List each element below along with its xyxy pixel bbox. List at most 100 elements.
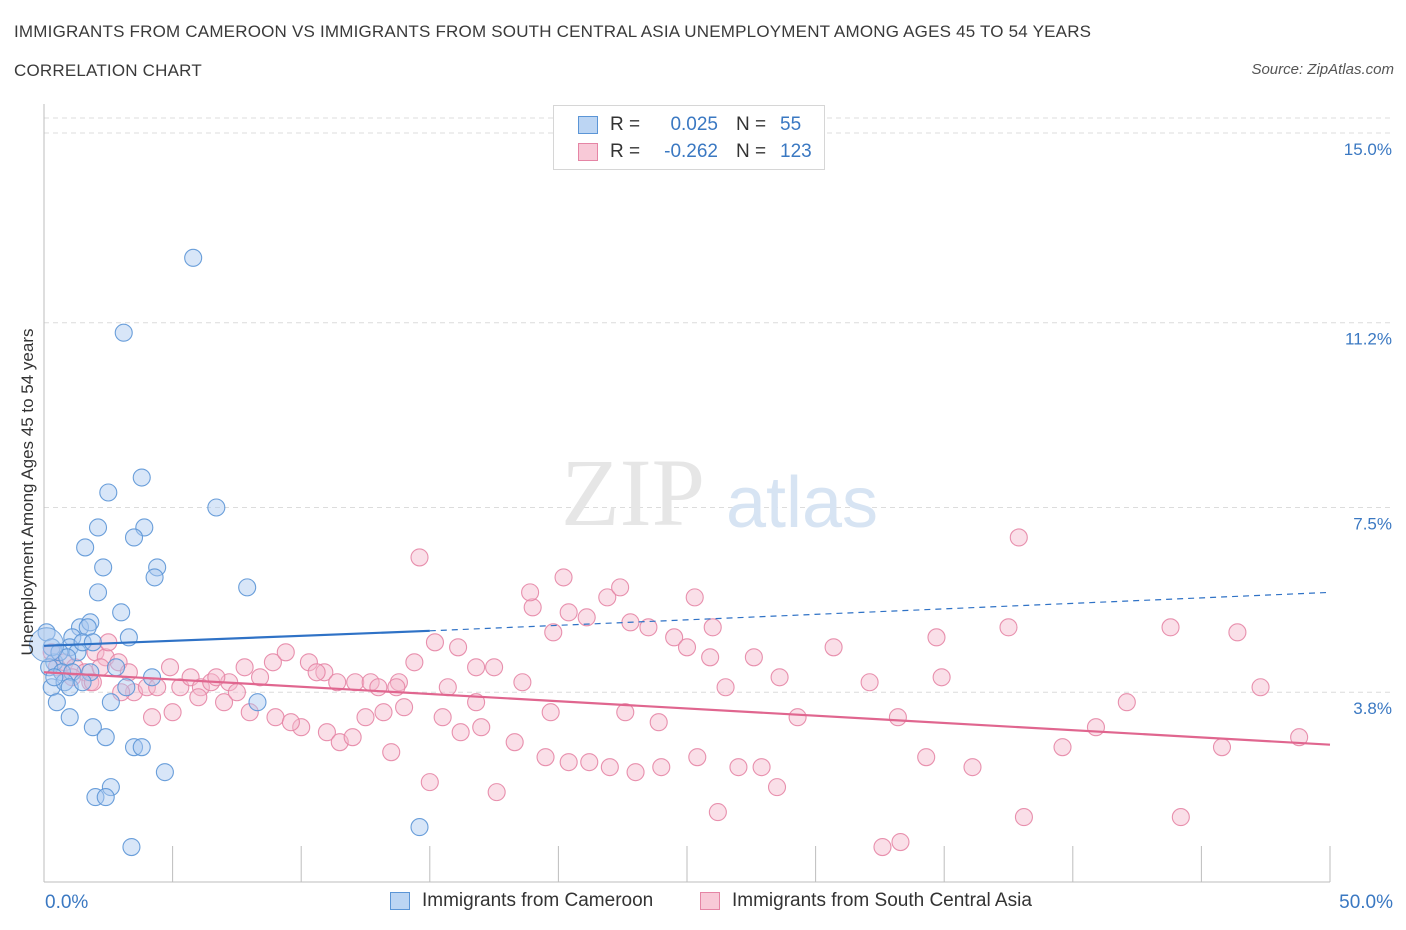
data-point-cameroon [96, 788, 115, 807]
trend-line-south-central-asia [43, 671, 1331, 746]
data-point-south-central-asia [1171, 808, 1190, 827]
data-point-south-central-asia [160, 658, 180, 677]
bottom-legend-label-cameroon: Immigrants from Cameroon [422, 890, 654, 911]
trend-line-cameroon [43, 629, 430, 647]
data-point-south-central-asia [163, 703, 182, 722]
data-point-cameroon [60, 708, 79, 727]
source-label: Source: ZipAtlas.com [1251, 61, 1394, 78]
data-point-cameroon [101, 693, 120, 712]
data-point-south-central-asia [639, 618, 658, 637]
data-point-south-central-asia [425, 633, 444, 652]
data-point-south-central-asia [485, 658, 504, 677]
data-point-south-central-asia [999, 618, 1018, 637]
data-point-south-central-asia [317, 723, 336, 742]
data-point-cameroon [145, 568, 164, 587]
data-point-cameroon [88, 518, 108, 537]
data-point-south-central-asia [410, 548, 429, 567]
trend-lines [43, 591, 1331, 746]
watermark: ZIP atlas [561, 439, 878, 546]
data-point-south-central-asia [677, 638, 697, 657]
bottom-legend-south-central-asia: Immigrants from South Central Asia [700, 890, 1032, 912]
data-point-south-central-asia [1009, 528, 1028, 547]
tick-labels: 3.8% 7.5% 11.2% 15.0% 0.0% 50.0% [45, 140, 1393, 913]
y-tick-label: 15.0% [1344, 140, 1392, 159]
data-point-south-central-asia [487, 783, 506, 802]
data-point-south-central-asia [438, 678, 457, 697]
data-point-south-central-asia [276, 643, 295, 662]
data-point-cameroon [86, 788, 105, 807]
data-point-south-central-asia [1228, 623, 1247, 642]
data-point-south-central-asia [541, 703, 560, 722]
data-point-south-central-asia [963, 758, 982, 777]
chart-title: IMMIGRANTS FROM CAMEROON VS IMMIGRANTS F… [14, 22, 1092, 41]
data-point-cameroon [124, 738, 144, 757]
series-cameroon [29, 248, 429, 857]
data-point-south-central-asia [611, 578, 630, 597]
data-point-cameroon [248, 693, 267, 712]
legend-swatch-pink [578, 143, 598, 161]
data-point-south-central-asia [744, 648, 763, 667]
data-point-south-central-asia [544, 623, 563, 642]
data-point-cameroon [117, 678, 136, 697]
legend-r-label: R = [610, 141, 641, 162]
chart-subtitle: CORRELATION CHART [14, 61, 202, 80]
data-point-south-central-asia [600, 758, 619, 777]
data-point-south-central-asia [505, 733, 524, 752]
data-point-cameroon [112, 603, 131, 622]
data-point-cameroon [45, 668, 64, 687]
trend-line-cameroon-extension [429, 591, 1331, 632]
data-point-south-central-asia [703, 618, 722, 637]
data-point-cameroon [83, 633, 102, 652]
data-point-south-central-asia [227, 683, 246, 702]
data-point-south-central-asia [343, 728, 362, 747]
data-point-cameroon [101, 778, 120, 797]
y-axis-label: Unemployment Among Ages 45 to 54 years [18, 328, 37, 656]
data-point-south-central-asia [292, 718, 311, 737]
bottom-legend-swatch-blue [390, 892, 410, 910]
data-point-south-central-asia [580, 753, 599, 772]
data-point-south-central-asia [467, 658, 486, 677]
data-point-south-central-asia [1053, 738, 1072, 757]
data-point-cameroon [81, 663, 100, 682]
data-point-south-central-asia [559, 753, 578, 772]
data-point-south-central-asia [240, 703, 259, 722]
data-point-cameroon [73, 673, 92, 692]
data-point-south-central-asia [891, 833, 910, 852]
data-point-south-central-asia [685, 588, 704, 607]
bottom-legend-swatch-pink [700, 892, 720, 910]
legend-n-label: N = [736, 141, 767, 162]
watermark-atlas: atlas [726, 463, 878, 543]
legend-r-value: 0.025 [670, 114, 718, 135]
data-point-south-central-asia [767, 778, 787, 797]
data-point-south-central-asia [405, 653, 424, 672]
data-point-south-central-asia [577, 608, 596, 627]
data-point-cameroon [70, 618, 90, 637]
data-point-south-central-asia [281, 713, 300, 732]
legend-n-value: 123 [780, 141, 812, 162]
data-point-south-central-asia [389, 673, 408, 692]
data-point-south-central-asia [860, 673, 879, 692]
data-point-south-central-asia [652, 758, 671, 777]
data-point-south-central-asia [433, 708, 452, 727]
grid-lines [44, 117, 1392, 693]
x-tick-label: 50.0% [1339, 892, 1393, 913]
data-point-south-central-asia [598, 588, 617, 607]
legend-r-label: R = [610, 114, 641, 135]
data-point-cameroon [238, 578, 257, 597]
data-point-cameroon [73, 633, 92, 652]
data-point-south-central-asia [688, 748, 707, 767]
data-point-south-central-asia [554, 568, 573, 587]
data-point-south-central-asia [420, 773, 439, 792]
data-point-south-central-asia [374, 703, 393, 722]
data-point-south-central-asia [1212, 738, 1232, 757]
data-point-south-central-asia [395, 698, 414, 717]
legend-row-cameroon: R = 0.025 N = 55 [578, 113, 801, 137]
data-point-cameroon [184, 248, 203, 267]
data-point-south-central-asia [1290, 728, 1309, 747]
data-point-cameroon [94, 558, 113, 577]
data-point-south-central-asia [266, 708, 285, 727]
data-point-south-central-asia [824, 638, 843, 657]
data-point-south-central-asia [521, 583, 540, 602]
data-point-cameroon [83, 718, 102, 737]
data-point-south-central-asia [626, 763, 645, 782]
